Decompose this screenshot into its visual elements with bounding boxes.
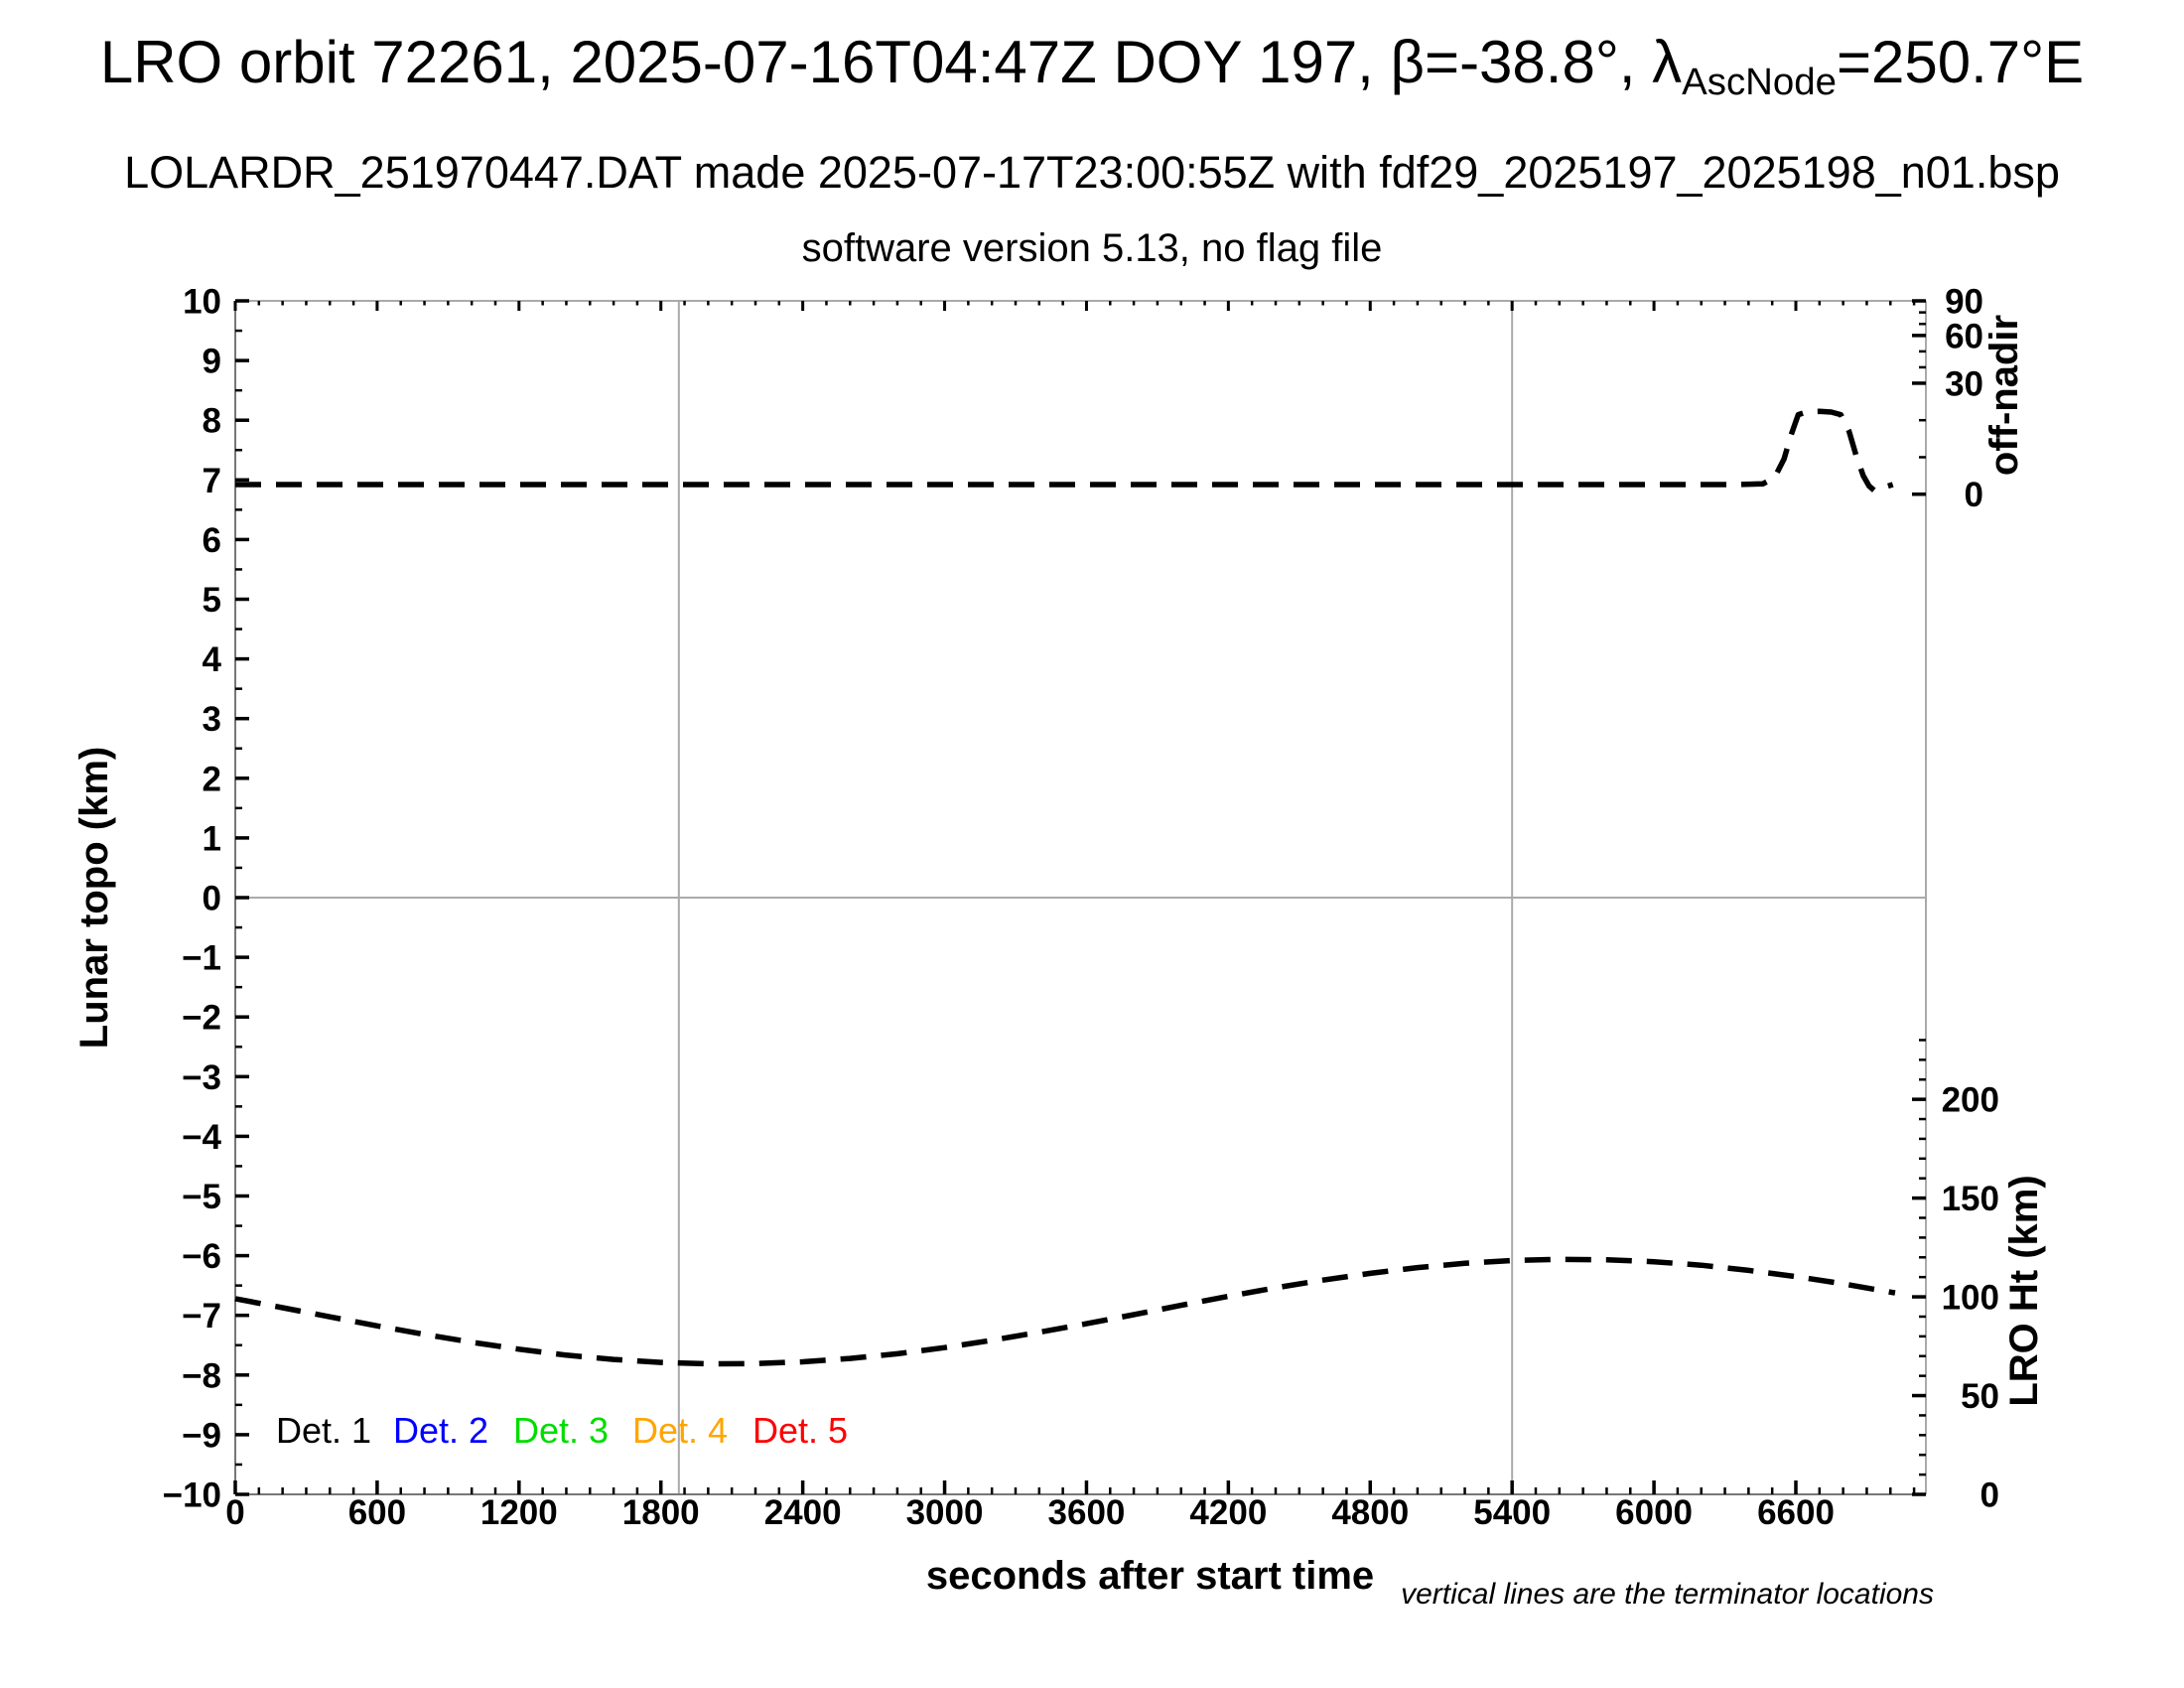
y-left-tick-label: −6 bbox=[182, 1237, 221, 1276]
title-suffix: =250.7°E bbox=[1836, 29, 2085, 95]
y-left-tick-label: 4 bbox=[203, 640, 222, 679]
y-left-tick-label: −2 bbox=[182, 999, 221, 1038]
lro-ht-tick-label: 150 bbox=[1942, 1180, 1999, 1218]
y-left-axis-title: Lunar topo (km) bbox=[72, 747, 116, 1049]
x-tick-label: 6000 bbox=[1615, 1493, 1693, 1532]
y-left-tick-label: 10 bbox=[183, 283, 221, 322]
x-tick-label: 3600 bbox=[1048, 1493, 1126, 1532]
off-nadir-tick-label: 0 bbox=[1965, 476, 1983, 514]
legend-item-det-1: Det. 1 bbox=[276, 1410, 371, 1451]
terminator-footnote: vertical lines are the terminator locati… bbox=[1401, 1578, 1934, 1611]
gridlines bbox=[235, 301, 1926, 1494]
off-nadir-tick-label: 60 bbox=[1945, 317, 1983, 355]
off-nadir-tick-label: 30 bbox=[1945, 364, 1983, 403]
page-title: LRO orbit 72261, 2025-07-16T04:47Z DOY 1… bbox=[0, 28, 2184, 103]
x-tick-label: 5400 bbox=[1473, 1493, 1551, 1532]
x-tick-label: 2400 bbox=[764, 1493, 842, 1532]
y-left-tick-label: −8 bbox=[182, 1356, 221, 1395]
lro-ht-tick-label: 50 bbox=[1961, 1377, 1999, 1416]
x-tick-label: 4800 bbox=[1331, 1493, 1409, 1532]
legend: Det. 1 Det. 2 Det. 3 Det. 4 Det. 5 bbox=[276, 1410, 848, 1451]
x-tick-label: 6600 bbox=[1757, 1493, 1835, 1532]
y-axis-right-bottom: 0 50 100 150 200 bbox=[1912, 1039, 1999, 1515]
legend-item-det-4: Det. 4 bbox=[632, 1410, 728, 1451]
off-nadir-series-line bbox=[235, 408, 1894, 493]
legend-item-det-3: Det. 3 bbox=[513, 1410, 609, 1451]
y-left-tick-label: 7 bbox=[203, 462, 221, 500]
x-tick-label: 600 bbox=[348, 1493, 406, 1532]
lro-ht-tick-label: 100 bbox=[1942, 1279, 1999, 1318]
y-left-tick-label: 0 bbox=[203, 880, 221, 918]
x-tick-label: 4200 bbox=[1189, 1493, 1267, 1532]
legend-item-det-2: Det. 2 bbox=[393, 1410, 488, 1451]
x-axis-title: seconds after start time bbox=[926, 1554, 1374, 1598]
x-axis: 0 600 1200 1800 2400 3000 3600 4200 4800 5400 6000… bbox=[225, 301, 1916, 1532]
figure-subtitle: LOLARDR_251970447.DAT made 2025-07-17T23… bbox=[124, 147, 2060, 198]
y-left-tick-label: −4 bbox=[182, 1118, 221, 1157]
lro-ht-tick-label: 0 bbox=[1980, 1477, 1999, 1515]
y-left-tick-label: 9 bbox=[203, 343, 221, 381]
y-left-tick-label: −10 bbox=[163, 1477, 221, 1515]
y-left-tick-label: −7 bbox=[182, 1297, 221, 1336]
off-nadir-tick-label: 90 bbox=[1945, 283, 1983, 322]
title-subscript: AscNode bbox=[1682, 60, 1837, 103]
y-left-tick-label: 2 bbox=[203, 760, 221, 798]
axis-titles: Lunar topo (km) seconds after start time o… bbox=[72, 315, 2046, 1611]
y-left-tick-label: 5 bbox=[203, 581, 221, 620]
y-left-tick-label: −1 bbox=[182, 939, 221, 978]
off-nadir-axis-title: off-nadir bbox=[1982, 315, 2026, 476]
y-left-tick-label: 8 bbox=[203, 402, 221, 441]
legend-item-det-5: Det. 5 bbox=[752, 1410, 848, 1451]
y-left-tick-label: 6 bbox=[203, 521, 221, 560]
lro-ht-axis-title: LRO Ht (km) bbox=[2002, 1175, 2046, 1406]
y-left-tick-label: −5 bbox=[182, 1178, 221, 1216]
x-tick-label: 0 bbox=[225, 1493, 244, 1532]
x-tick-label: 3000 bbox=[906, 1493, 984, 1532]
lro-ht-tick-label: 200 bbox=[1942, 1081, 1999, 1120]
y-left-tick-label: 3 bbox=[203, 700, 221, 739]
x-tick-label: 1200 bbox=[480, 1493, 558, 1532]
y-left-tick-label: −3 bbox=[182, 1058, 221, 1097]
figure-software-version: software version 5.13, no flag file bbox=[801, 226, 1383, 270]
y-left-tick-label: −9 bbox=[182, 1416, 221, 1455]
y-left-tick-label: 1 bbox=[203, 819, 221, 858]
x-tick-label: 1800 bbox=[622, 1493, 700, 1532]
lro-height-series-line bbox=[234, 1256, 1896, 1367]
title-prefix: LRO orbit 72261, 2025-07-16T04:47Z DOY 1… bbox=[99, 29, 1683, 95]
